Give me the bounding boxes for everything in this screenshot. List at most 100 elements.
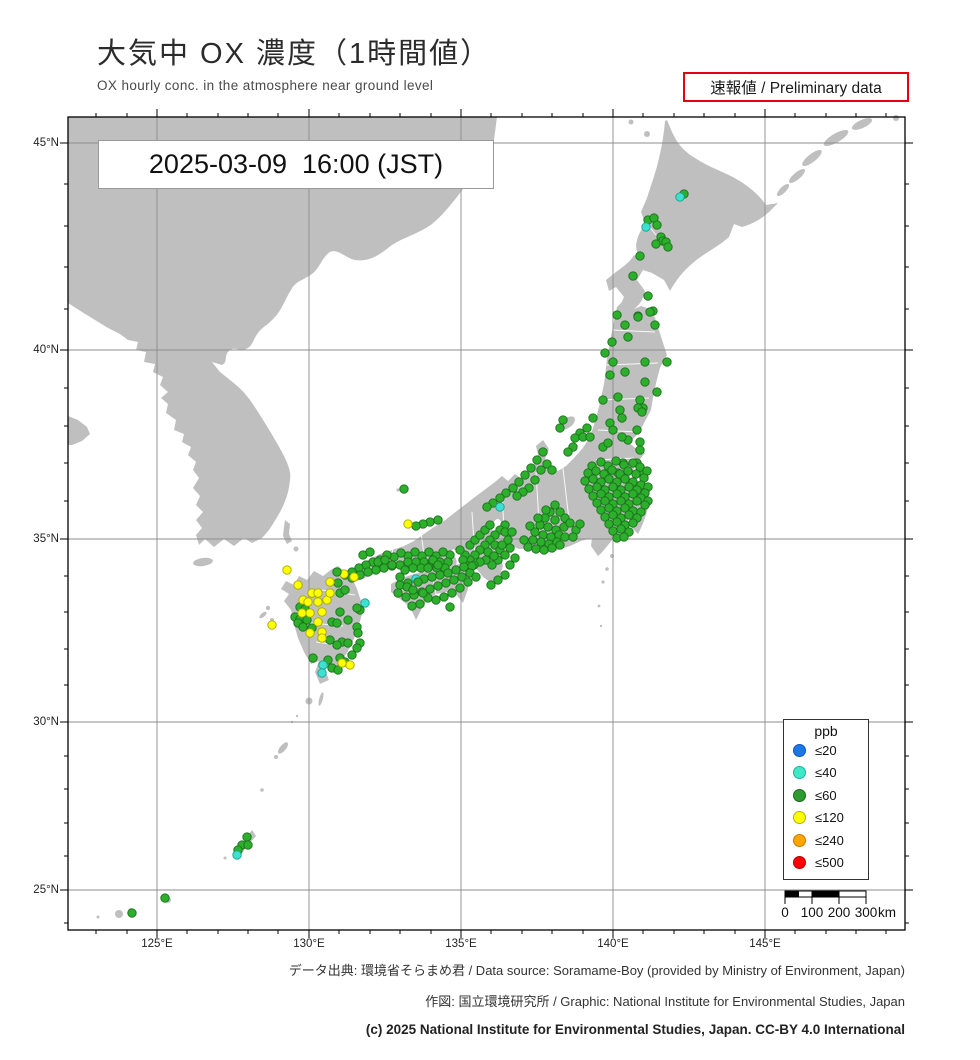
station-dot xyxy=(582,423,592,433)
station-dot xyxy=(624,510,634,520)
station-dot xyxy=(628,489,638,499)
landmass-honshu xyxy=(339,299,667,585)
station-dot xyxy=(317,668,327,678)
station-dot xyxy=(418,588,428,598)
station-dot xyxy=(457,572,467,582)
station-dot xyxy=(596,489,606,499)
station-dot xyxy=(508,483,518,493)
station-dot xyxy=(447,588,457,598)
legend: ppb ≤20 ≤40 ≤60 ≤120 ≤240 ≤500 xyxy=(783,719,869,880)
legend-item: ≤40 xyxy=(784,762,868,785)
station-dot xyxy=(400,565,410,575)
island-rishiri xyxy=(644,131,650,137)
station-dot xyxy=(632,425,642,435)
station-dot xyxy=(631,469,641,479)
legend-item: ≤500 xyxy=(784,852,868,875)
station-dot xyxy=(633,312,643,322)
station-dot xyxy=(303,597,313,607)
legend-rows: ≤20 ≤40 ≤60 ≤120 ≤240 ≤500 xyxy=(784,739,868,874)
lon-label: 135°E xyxy=(445,938,477,950)
station-dot xyxy=(495,502,505,512)
station-dot xyxy=(393,588,403,598)
station-dot xyxy=(160,893,170,903)
station-dot xyxy=(600,496,610,506)
station-dot xyxy=(293,580,303,590)
station-dot xyxy=(423,563,433,573)
station-dot xyxy=(558,415,568,425)
station-dot xyxy=(615,405,625,415)
station-dot xyxy=(620,367,630,377)
station-dot xyxy=(632,496,642,506)
station-dot xyxy=(608,482,618,492)
station-dot xyxy=(643,291,653,301)
page-subtitle: OX hourly conc. in the atmosphere near g… xyxy=(97,78,434,93)
station-dot xyxy=(635,462,645,472)
station-dot xyxy=(591,466,601,476)
landmass-continent xyxy=(68,117,497,547)
lon-label: 125°E xyxy=(141,938,173,950)
station-dot xyxy=(526,463,536,473)
station-dot xyxy=(628,271,638,281)
station-dot xyxy=(611,456,621,466)
station-dot xyxy=(512,491,522,501)
station-dot xyxy=(550,515,560,525)
station-dot xyxy=(617,413,627,423)
station-dot xyxy=(592,482,602,492)
station-dot xyxy=(547,465,557,475)
legend-item-label: ≤120 xyxy=(815,810,844,826)
station-dot xyxy=(352,603,362,613)
station-dot xyxy=(425,584,435,594)
station-dot xyxy=(403,557,413,567)
station-dot xyxy=(298,622,308,632)
landmass-hokkaido xyxy=(606,120,778,314)
station-dot xyxy=(345,660,355,670)
station-dot xyxy=(403,519,413,529)
station-dot xyxy=(555,540,565,550)
station-dot xyxy=(543,522,553,532)
station-dot xyxy=(640,357,650,367)
station-dot xyxy=(282,565,292,575)
station-dot xyxy=(635,445,645,455)
legend-item-label: ≤500 xyxy=(815,855,844,871)
station-dot xyxy=(555,423,565,433)
station-dots-layer xyxy=(127,189,689,918)
station-dot xyxy=(501,488,511,498)
station-dot xyxy=(485,520,495,530)
station-dot xyxy=(542,459,552,469)
legend-item-label: ≤240 xyxy=(815,832,844,848)
station-dot xyxy=(525,521,535,531)
station-dot xyxy=(555,507,565,517)
station-dot xyxy=(353,628,363,638)
station-dot xyxy=(620,320,630,330)
station-dot xyxy=(401,592,411,602)
station-dot xyxy=(471,572,481,582)
station-dot xyxy=(519,535,529,545)
scalebar-unit: km xyxy=(878,905,896,920)
station-dot xyxy=(575,519,585,529)
station-dot xyxy=(489,551,499,561)
station-dot xyxy=(662,357,672,367)
station-dot xyxy=(531,544,541,554)
station-dot xyxy=(308,653,318,663)
station-dot xyxy=(539,545,549,555)
station-dot xyxy=(332,618,342,628)
station-dot xyxy=(600,348,610,358)
station-dot xyxy=(127,908,137,918)
station-dot xyxy=(395,572,405,582)
station-dot xyxy=(641,222,651,232)
station-dot xyxy=(431,595,441,605)
station-dot xyxy=(520,470,530,480)
station-dot xyxy=(313,617,323,627)
station-dot xyxy=(652,387,662,397)
station-dot xyxy=(325,577,335,587)
scalebar-tick-label: 300 xyxy=(854,905,878,920)
station-dot xyxy=(360,598,370,608)
station-dot xyxy=(340,585,350,595)
station-dot xyxy=(617,432,627,442)
station-dot xyxy=(635,437,645,447)
station-dot xyxy=(486,580,496,590)
station-dot xyxy=(242,832,252,842)
station-dot xyxy=(533,513,543,523)
station-dot xyxy=(317,633,327,643)
station-dot xyxy=(612,489,622,499)
